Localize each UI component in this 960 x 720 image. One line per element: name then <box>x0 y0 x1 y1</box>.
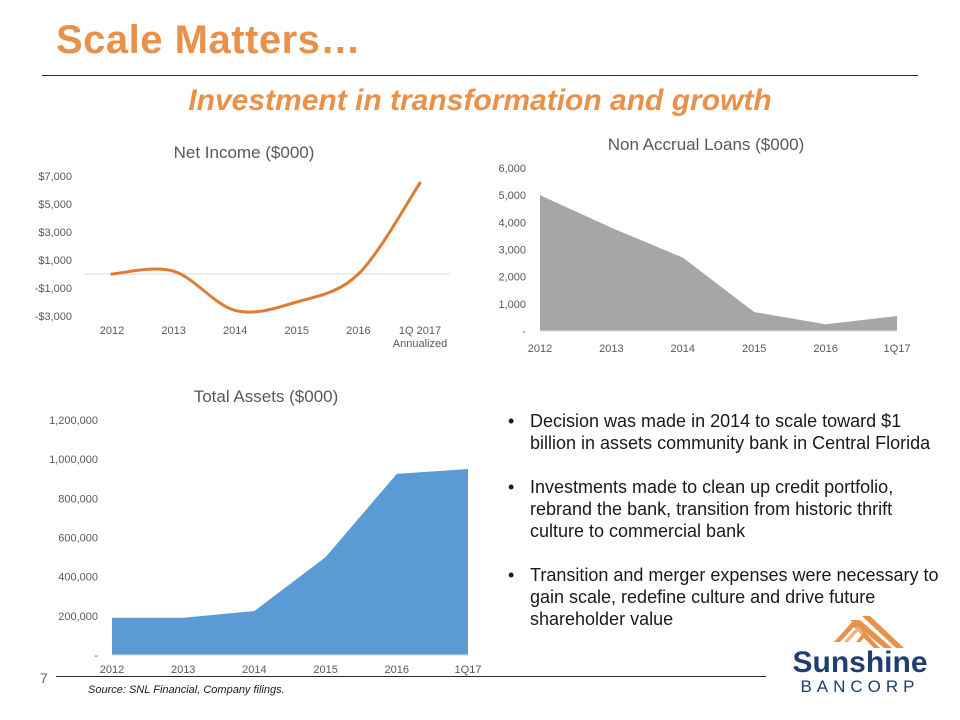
y-tick-label: $3,000 <box>38 227 72 239</box>
bullet-glyph: • <box>508 477 515 497</box>
bullet-text: Decision was made in 2014 to scale towar… <box>530 411 931 453</box>
chart-title: Total Assets ($000) <box>194 387 339 406</box>
x-tick-sublabel: Annualized <box>393 338 447 350</box>
bullet-glyph: • <box>508 565 515 585</box>
y-tick-label: $7,000 <box>38 171 72 183</box>
bullet-list: • Decision was made in 2014 to scale towa… <box>508 410 948 652</box>
x-tick-label: 2012 <box>528 343 552 355</box>
logo-name: Sunshine <box>792 646 927 679</box>
y-tick-label: 5,000 <box>498 190 526 202</box>
y-tick-label: 400,000 <box>58 572 98 584</box>
x-tick-label: 2014 <box>223 325 247 337</box>
y-tick-label: -$1,000 <box>35 283 72 295</box>
x-tick-label: 2012 <box>100 325 124 337</box>
slide-title: Scale Matters… <box>56 18 361 62</box>
y-tick-label: -$3,000 <box>35 311 72 323</box>
slide-subtitle: Investment in transformation and growth <box>188 84 772 117</box>
x-tick-label: 2012 <box>100 664 124 676</box>
x-tick-label: 2015 <box>742 343 766 355</box>
y-tick-label: 6,000 <box>498 163 526 175</box>
footer-divider <box>56 676 766 677</box>
bullet-text: Investments made to clean up credit port… <box>530 477 894 541</box>
x-tick-label: 2015 <box>313 664 337 676</box>
y-tick-label: 600,000 <box>58 533 98 545</box>
y-tick-label: $1,000 <box>38 255 72 267</box>
page-number: 7 <box>40 670 48 686</box>
y-tick-label: 200,000 <box>58 611 98 623</box>
net-income-series-line <box>110 181 422 314</box>
x-tick-label: 2013 <box>599 343 623 355</box>
sun-rays-icon <box>834 616 904 648</box>
y-tick-label: 1,000,000 <box>49 454 98 466</box>
bullet-text: Transition and merger expenses were nece… <box>530 565 939 629</box>
y-tick-label: 800,000 <box>58 493 98 505</box>
chart-title: Net Income ($000) <box>174 143 315 162</box>
y-tick-label: - <box>94 650 98 662</box>
bullet-item: • Investments made to clean up credit por… <box>508 476 948 542</box>
x-tick-label: 1Q 2017 <box>399 325 441 337</box>
y-tick-label: 1,000 <box>498 299 526 311</box>
sunshine-bancorp-logo: Sunshine BANCORP <box>792 616 928 696</box>
chart-title: Non Accrual Loans ($000) <box>608 135 805 154</box>
y-tick-label: 3,000 <box>498 245 526 257</box>
logo-subname: BANCORP <box>800 677 919 696</box>
x-tick-label: 2016 <box>346 325 370 337</box>
x-tick-label: 2014 <box>242 664 266 676</box>
y-tick-label: - <box>522 326 526 338</box>
x-tick-label: 2015 <box>285 325 309 337</box>
y-tick-label: 4,000 <box>498 217 526 229</box>
area-series <box>540 195 897 331</box>
y-tick-label: 2,000 <box>498 272 526 284</box>
y-tick-label: $5,000 <box>38 199 72 211</box>
title-divider <box>42 75 918 76</box>
x-tick-label: 1Q17 <box>884 343 911 355</box>
x-tick-label: 2016 <box>813 343 837 355</box>
x-tick-label: 1Q17 <box>455 664 482 676</box>
bullet-item: • Transition and merger expenses were nec… <box>508 564 948 630</box>
x-tick-label: 2013 <box>171 664 195 676</box>
x-tick-label: 2016 <box>385 664 409 676</box>
x-tick-label: 2013 <box>161 325 185 337</box>
area-series <box>112 468 468 655</box>
bullet-item: • Decision was made in 2014 to scale towa… <box>508 410 948 454</box>
bullet-glyph: • <box>508 411 515 431</box>
x-tick-label: 2014 <box>671 343 695 355</box>
source-note: Source: SNL Financial, Company filings. <box>88 684 285 696</box>
y-tick-label: 1,200,000 <box>49 415 98 427</box>
